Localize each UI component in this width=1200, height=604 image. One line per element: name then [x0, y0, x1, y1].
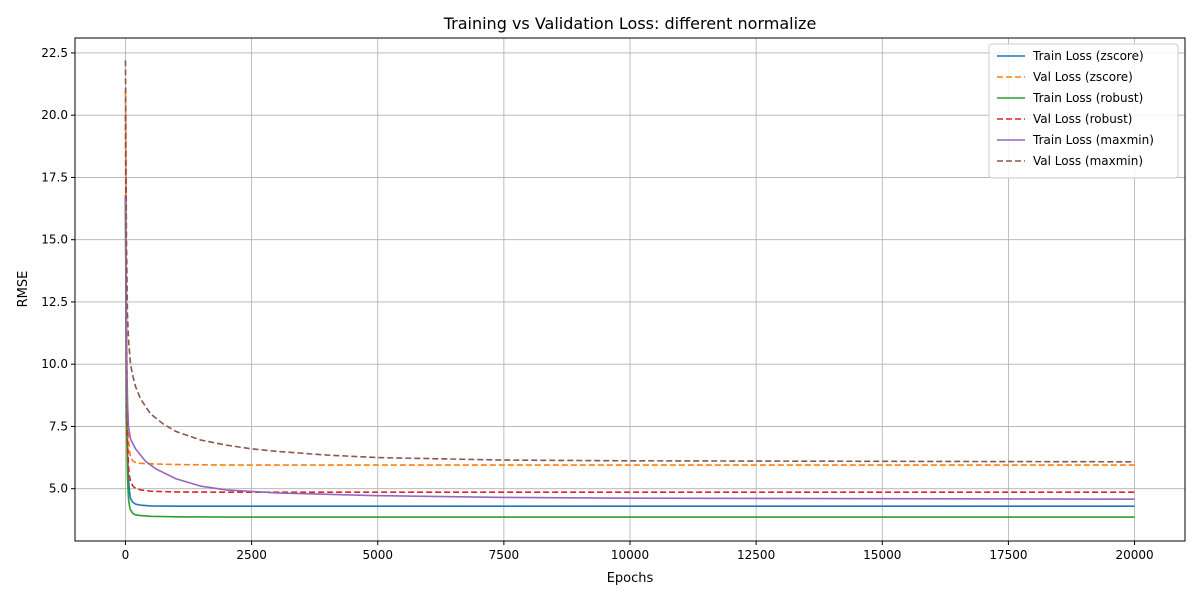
series-line-3: [124, 202, 1135, 518]
x-tick-label: 17500: [989, 548, 1027, 562]
legend-box: [988, 43, 1179, 179]
y-tick-label: 12.5: [41, 295, 68, 309]
series-lines: [124, 60, 1135, 518]
y-tick-label: 17.5: [41, 170, 68, 184]
x-tick-label: 20000: [1115, 548, 1153, 562]
x-tick-label: 0: [122, 548, 130, 562]
series-line-4: [124, 115, 1135, 493]
series-line-6: [124, 60, 1135, 463]
series-line-5: [124, 194, 1135, 500]
series-line-2: [124, 90, 1135, 466]
y-axis-label: RMSE: [16, 271, 31, 308]
x-tick-label: 5000: [362, 548, 393, 562]
legend: Train Loss (zscore) Val Loss (zscore) Trai…: [988, 43, 1179, 179]
chart-title: Training vs Validation Loss: different n…: [443, 14, 817, 33]
x-tick-label: 2500: [236, 548, 267, 562]
legend-label: Val Loss (robust): [1033, 112, 1132, 126]
legend-label: Train Loss (robust): [1032, 91, 1143, 105]
x-tick-label: 12500: [737, 548, 775, 562]
y-tick-label: 10.0: [41, 357, 68, 371]
x-axis-label: Epochs: [607, 571, 654, 586]
legend-label: Val Loss (maxmin): [1033, 154, 1143, 168]
x-tick-label: 15000: [863, 548, 901, 562]
x-tick-label: 10000: [611, 548, 649, 562]
legend-label: Train Loss (zscore): [1032, 49, 1144, 63]
y-tick-label: 20.0: [41, 108, 68, 122]
legend-label: Val Loss (zscore): [1033, 70, 1133, 84]
x-axis-ticks: 0 2500 5000 7500 10000 12500 15000 17500 20000: [122, 541, 1154, 562]
grid-lines: [75, 38, 1185, 541]
y-tick-label: 7.5: [49, 419, 68, 433]
x-tick-label: 7500: [489, 548, 520, 562]
y-tick-label: 22.5: [41, 46, 68, 60]
legend-label: Train Loss (maxmin): [1032, 133, 1154, 147]
y-tick-label: 5.0: [49, 482, 68, 496]
y-tick-label: 15.0: [41, 233, 68, 247]
y-axis-ticks: 5.0 7.5 10.0 12.5 15.0 17.5 20.0 22.5: [41, 46, 75, 496]
